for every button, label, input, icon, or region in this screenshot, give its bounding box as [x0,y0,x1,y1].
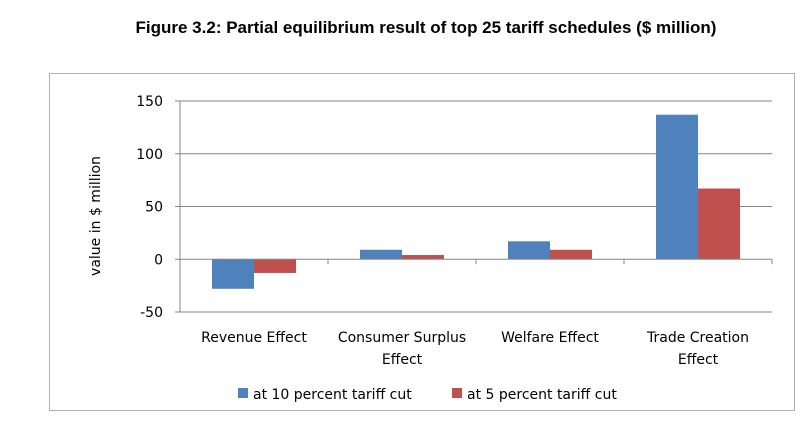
y-tick-label: 150 [136,94,163,110]
bar-five-percent [254,259,296,273]
x-axis [179,258,773,265]
category-label: Effect [678,352,719,368]
category-labels: Revenue Effect Consumer Surplus Effect Welf… [201,330,749,368]
category-label: Consumer Surplus [338,330,466,346]
bar-five-percent [550,249,592,260]
y-axis-label: value in $ million [88,156,104,276]
chart-frame [49,73,795,411]
category-label: Revenue Effect [201,330,307,346]
legend-swatch [238,388,248,398]
bar-ten-percent [508,241,550,260]
legend-label: at 5 percent tariff cut [467,387,617,403]
bar-five-percent [698,188,740,260]
bars [212,114,740,289]
y-tick-label: -50 [140,305,163,321]
bar-ten-percent [360,249,402,260]
y-tick-label: 50 [145,200,163,216]
y-tick-label: 100 [136,147,163,163]
category-label: Trade Creation [646,330,749,346]
y-axis-ticks: -50 0 50 100 150 [136,94,181,321]
bar-ten-percent [212,259,254,289]
y-tick-label: 0 [154,252,163,268]
bar-five-percent [402,255,444,260]
legend: at 10 percent tariff cut at 5 percent tar… [238,387,617,403]
category-label: Effect [382,352,423,368]
legend-label: at 10 percent tariff cut [253,387,412,403]
bar-ten-percent [656,114,698,260]
chart-title: Figure 3.2: Partial equilibrium result o… [135,18,717,37]
category-label: Welfare Effect [501,330,599,346]
legend-swatch [452,388,462,398]
